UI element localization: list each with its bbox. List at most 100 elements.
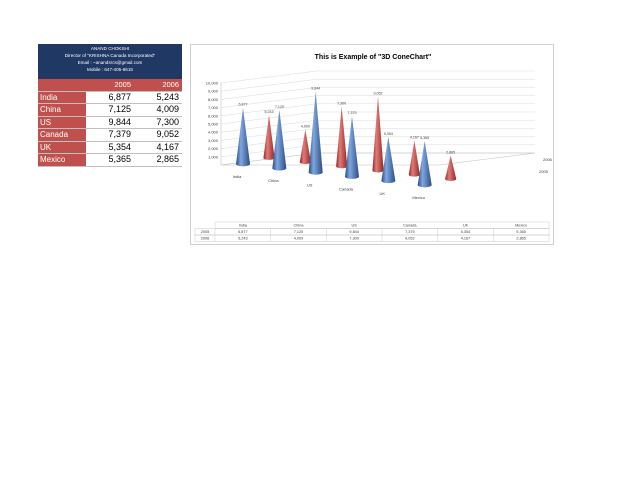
chart-table-row [194, 234, 550, 242]
gridline-side [220, 70, 318, 84]
contact-mobile: Mobile : 647-405-6615 [87, 67, 133, 72]
chart-table-series-name: 2005 [201, 230, 209, 234]
chart-table-category: India [239, 224, 248, 228]
chart-table-category: China [294, 224, 305, 228]
row-country: UK [38, 141, 86, 154]
gridline-side [220, 95, 318, 108]
chart-table-value: 2,865 [516, 237, 526, 241]
table-header-row: 2005 2006 [38, 79, 182, 92]
table-header-blank [38, 79, 86, 92]
row-country: Mexico [38, 153, 86, 167]
table-header-2005: 2005 [86, 79, 134, 92]
data-label: 4,009 [301, 124, 310, 128]
chart-table-value: 6,877 [238, 230, 248, 234]
data-label: 7,300 [337, 102, 346, 106]
cone-chart-svg: This is Example of "3D ConeChart" 1,000 2… [194, 54, 553, 242]
table-row: China 7,125 4,009 [38, 103, 182, 117]
y-tick-label: 5,000 [208, 122, 219, 127]
chart-table-category: Canada [403, 224, 417, 228]
row-value-2005: 7,125 [86, 103, 134, 117]
chart-title: This is Example of "3D ConeChart" [315, 54, 432, 61]
chart-table-value: 5,243 [238, 237, 248, 241]
chart-floor [220, 152, 536, 166]
cone-2006 [408, 140, 420, 177]
row-value-2005: 5,365 [86, 153, 134, 167]
row-country: India [38, 91, 86, 104]
cone-2006 [263, 115, 275, 160]
table-row: India 6,877 5,243 [38, 91, 182, 104]
chart-table-series-name: 2006 [201, 237, 209, 241]
row-value-2006: 4,167 [134, 141, 182, 154]
x-category-label: China [268, 178, 279, 183]
y-tick-label: 10,000 [206, 81, 219, 86]
cone-2005 [417, 141, 432, 188]
table-row: Canada 7,379 9,052 [38, 128, 182, 142]
row-value-2006: 9,052 [134, 128, 182, 142]
chart-table-header [214, 221, 550, 229]
x-category-label: India [233, 174, 242, 179]
gridline-side [220, 87, 318, 100]
y-tick-label: 2,000 [208, 146, 219, 151]
cone-2005 [272, 109, 287, 171]
data-label: 6,877 [239, 103, 248, 107]
data-label: 4,167 [410, 136, 419, 140]
row-value-2005: 5,354 [86, 141, 134, 154]
contact-title: Director of "KRISHNA Canada Incorporated… [64, 53, 156, 58]
data-label: 7,125 [275, 105, 284, 109]
x-category-label: Canada [339, 187, 354, 192]
chart-table-value: 4,009 [294, 237, 304, 241]
row-value-2005: 6,877 [86, 91, 134, 104]
gridline-side [220, 103, 318, 117]
chart-table-row [194, 228, 550, 236]
cone-2006 [445, 155, 457, 181]
y-tick-label: 1,000 [208, 154, 219, 159]
x-category-label: UK [380, 191, 386, 196]
gridline-side [220, 78, 318, 92]
cone-2006 [299, 129, 311, 165]
x-category-label: US [307, 182, 313, 187]
chart-table-value: 7,379 [405, 230, 415, 234]
chart-table-value: 7,300 [349, 237, 359, 241]
contact-email: Email : ~anandsrcs@gmail.com [77, 60, 143, 65]
data-label: 7,379 [348, 111, 357, 115]
chart-table-category: Mexico [515, 224, 527, 228]
data-table: 2005 2006 India 6,877 5,243 China 7,125 … [38, 79, 182, 167]
cone-chart: This is Example of "3D ConeChart" 1,000 2… [190, 44, 554, 245]
table-row: US 9,844 7,300 [38, 116, 182, 129]
row-value-2005: 9,844 [86, 116, 134, 129]
chart-table-value: 5,354 [461, 230, 471, 234]
cone-2005 [381, 136, 396, 184]
chart-table-value: 5,365 [516, 230, 526, 234]
chart-table-value: 9,844 [349, 230, 359, 234]
row-country: Canada [38, 128, 86, 142]
chart-table-value: 4,167 [461, 237, 471, 241]
cone-2006 [372, 96, 384, 173]
row-value-2005: 7,379 [86, 128, 134, 142]
cone-2005 [308, 91, 323, 175]
chart-table-category: UK [463, 224, 469, 228]
row-value-2006: 7,300 [134, 116, 182, 129]
cone-2006 [336, 106, 348, 169]
chart-table-value: 9,052 [405, 237, 415, 241]
table-header-2006: 2006 [134, 79, 182, 92]
row-country: US [38, 116, 86, 129]
depth-label-2005: 2005 [539, 169, 549, 174]
data-label: 5,365 [420, 136, 429, 140]
row-value-2006: 4,009 [134, 103, 182, 117]
table-row: UK 5,354 4,167 [38, 141, 182, 154]
row-value-2006: 5,243 [134, 91, 182, 104]
table-row: Mexico 5,365 2,865 [38, 153, 182, 167]
x-category-label: Mexico [412, 195, 425, 200]
y-tick-label: 4,000 [208, 130, 219, 135]
data-label: 9,052 [374, 91, 383, 95]
data-label: 2,865 [446, 151, 455, 155]
chart-table-category: US [352, 224, 358, 228]
contact-info-box: ANAND CHOKSHI Director of "KRISHNA Canad… [38, 44, 182, 79]
y-tick-label: 3,000 [208, 138, 219, 143]
row-value-2006: 2,865 [134, 153, 182, 167]
data-label: 5,243 [265, 110, 274, 114]
y-tick-label: 6,000 [208, 113, 219, 118]
row-country: China [38, 103, 86, 117]
data-label: 9,844 [311, 87, 320, 91]
y-tick-label: 8,000 [208, 97, 219, 102]
